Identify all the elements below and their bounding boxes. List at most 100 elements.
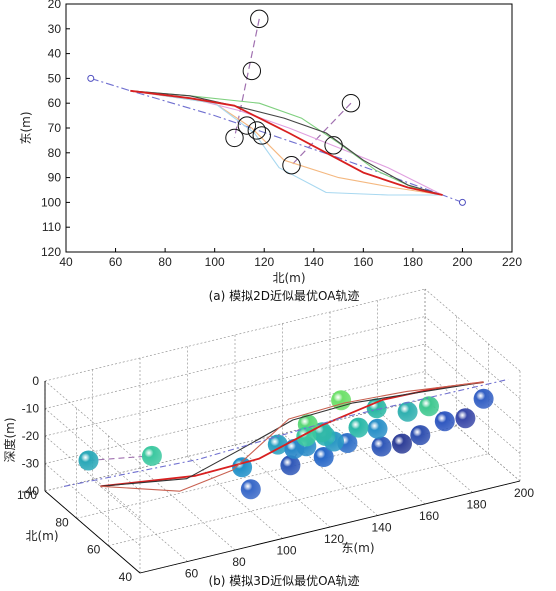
y-tick-label: 30 xyxy=(48,22,62,36)
z-axis-label-3d: 深度(m) xyxy=(2,417,17,462)
y-tick-label: 70 xyxy=(48,121,62,135)
obstacle-sphere xyxy=(397,401,418,422)
x-tick-label: 220 xyxy=(502,255,522,269)
grid-line xyxy=(424,288,521,372)
obstacle-sphere xyxy=(267,434,288,455)
chart-3d: 60 80 100 120 140 160 180 200 40 60 80 100 0 -10 -20 -3… xyxy=(2,288,534,588)
y-tick-label: 100 xyxy=(41,195,61,209)
x-tick-label: 140 xyxy=(304,255,324,269)
obstacle-circle xyxy=(225,128,244,148)
x-tick-label: 120 xyxy=(254,255,274,269)
y-tick-label: 80 xyxy=(48,146,62,160)
grid-3d xyxy=(44,288,521,574)
obstacle-circle xyxy=(247,121,266,140)
obstacle-sphere xyxy=(366,398,387,419)
x-tick-label: 200 xyxy=(514,486,534,500)
grid-line xyxy=(44,463,141,546)
series-line-3d xyxy=(63,378,509,487)
series-group-3d xyxy=(63,378,509,492)
series-line-3d xyxy=(100,381,484,487)
obstacle-circle xyxy=(324,136,343,155)
grid-line xyxy=(424,371,521,454)
obstacle-circle xyxy=(341,94,361,113)
z-tick-label: -10 xyxy=(22,402,40,416)
x-tick-label: 100 xyxy=(276,544,296,558)
obstacle-sphere xyxy=(410,425,431,446)
obstacle-group-2d xyxy=(225,9,361,175)
y-tick-label: 60 xyxy=(48,96,62,110)
grid-line xyxy=(44,398,426,492)
x-tick-label: 60 xyxy=(185,567,199,581)
x-tick-label: 100 xyxy=(205,255,225,269)
x-tick-label: 60 xyxy=(109,255,123,269)
x-tick-label: 200 xyxy=(452,255,472,269)
y-tick-label: 40 xyxy=(48,47,62,61)
caption-2d: (a) 模拟2D近似最优OA轨迹 xyxy=(209,289,360,303)
z-tick-label: -40 xyxy=(22,484,40,498)
start-end-markers-2d xyxy=(87,74,466,206)
y-tick-label: 120 xyxy=(41,245,61,259)
obstacle-sphere xyxy=(78,450,99,471)
grid-line xyxy=(44,371,426,464)
caption-3d: (b) 模拟3D近似最优OA轨迹 xyxy=(208,574,359,588)
x-tick-label: 80 xyxy=(158,255,172,269)
grid-line xyxy=(377,410,473,493)
obstacle-circle xyxy=(250,9,269,29)
y-tick-label: 90 xyxy=(48,171,62,185)
y-axis-label-3d: 北(m) xyxy=(25,529,58,543)
grid-line xyxy=(44,288,426,382)
x-axis-label-3d: 东(m) xyxy=(341,541,374,555)
obstacle-sphere xyxy=(141,445,162,466)
series-line xyxy=(130,89,443,196)
obstacle-sphere xyxy=(313,447,334,467)
grid-line xyxy=(44,343,426,437)
chart-2d: 40 60 80 100 120 140 160 180 200 220 20 30 40 50 60 70 8… xyxy=(19,0,522,303)
obstacle-sphere xyxy=(473,388,494,409)
grid-line xyxy=(424,343,521,427)
obstacle-sphere xyxy=(331,390,352,411)
series-line xyxy=(90,77,463,203)
z-tick-label: -30 xyxy=(22,457,40,471)
y-tick-label: 100 xyxy=(17,488,37,502)
y-tick-label: 40 xyxy=(119,570,133,584)
grid-line xyxy=(424,316,521,399)
grid-line xyxy=(44,408,141,491)
sphere-link xyxy=(88,455,152,462)
obstacle-circle xyxy=(242,61,262,81)
y-axis-label-2d: 东(m) xyxy=(19,111,33,144)
z-tick-label: 0 xyxy=(32,374,39,388)
y-tick-label: 20 xyxy=(48,0,62,11)
series-line xyxy=(130,90,443,196)
x-tick-label: 120 xyxy=(324,532,344,546)
tick-group-2d: 40 60 80 100 120 140 160 180 200 220 20 30 40 50 60 70 8… xyxy=(41,0,522,269)
obstacle-circle xyxy=(237,116,257,135)
endpoint-marker xyxy=(87,74,95,82)
obstacle-sphere xyxy=(240,479,261,500)
x-tick-label: 180 xyxy=(403,255,423,269)
z-tick-label: -20 xyxy=(22,429,40,443)
x-tick-label: 160 xyxy=(419,509,439,523)
x-tick-label: 40 xyxy=(59,255,73,269)
obstacle-sphere xyxy=(419,396,439,417)
y-tick-label: 110 xyxy=(42,220,61,234)
endpoint-marker xyxy=(458,198,466,206)
grid-line xyxy=(44,380,141,464)
grid-line xyxy=(234,444,331,528)
grid-line xyxy=(108,453,489,546)
obstacle-sphere xyxy=(371,436,392,457)
x-axis-label-2d: 北(m) xyxy=(272,271,305,285)
obstacle-circle xyxy=(252,126,271,145)
obstacle-sphere xyxy=(280,455,301,476)
obstacle-sphere xyxy=(348,417,369,438)
x-tick-label: 140 xyxy=(371,521,391,535)
y-tick-label: 60 xyxy=(87,543,101,557)
x-tick-label: 180 xyxy=(466,498,486,512)
obstacle-sphere xyxy=(434,411,455,432)
axis-line xyxy=(139,480,521,574)
series-line-3d xyxy=(100,381,484,492)
obstacle-sphere xyxy=(284,438,305,459)
obstacle-circle xyxy=(282,156,301,175)
grid-line xyxy=(44,435,141,519)
x-tick-label: 80 xyxy=(232,555,246,569)
